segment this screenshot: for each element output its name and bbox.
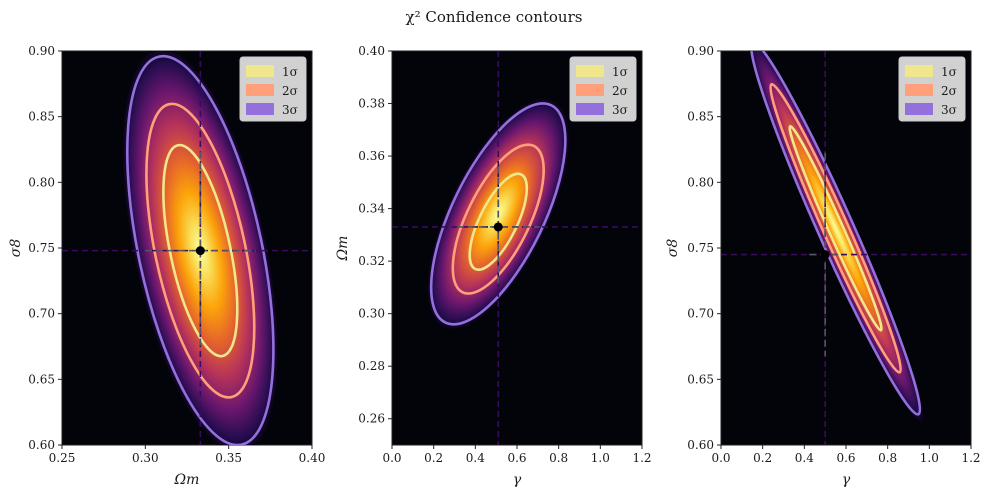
x-tick-label: 0.40 [299,451,326,465]
x-tick-label: 0.6 [507,451,526,465]
y-tick-label: 0.75 [687,241,714,255]
contour-3sigma [429,102,567,326]
legend: 1σ 2σ 3σ [239,56,307,122]
y-tick-label: 0.70 [687,307,714,321]
y-tick-label: 0.30 [358,307,385,321]
legend-swatch [905,103,933,115]
contour-2sigma [451,143,545,295]
x-axis-label: γ [842,472,851,488]
x-axis-label: γ [513,472,522,488]
y-tick-label: 0.60 [687,438,714,452]
best-fit-point [820,250,830,260]
contour-1sigma [162,143,239,358]
legend-swatch [905,84,933,96]
x-axis-label: Ωm [174,472,200,488]
contour-2sigma [769,82,902,374]
y-tick-label: 0.90 [28,44,55,58]
x-tick-label: 0.2 [753,451,772,465]
legend-swatch [246,84,274,96]
panel-gamma-sigma8: 0.0 0.2 0.4 0.6 0.8 1.0 1.2 0.60 0.65 0.70 0.75 0.8… [665,44,981,488]
y-tick-label: 0.70 [28,307,55,321]
y-tick-label: 0.65 [28,372,55,386]
y-tick-label: 0.65 [687,372,714,386]
y-tick-label: 0.34 [358,202,385,216]
y-tick-label: 0.40 [358,44,385,58]
x-tick-label: 0.6 [836,451,855,465]
legend-swatch [246,103,274,115]
legend: 1σ 2σ 3σ [898,56,966,122]
best-fit-point [195,246,205,256]
legend: 1σ 2σ 3σ [569,56,637,122]
legend-swatch [576,103,604,115]
x-tick-label: 0.25 [49,451,76,465]
y-axis-label: Ωm [335,236,351,262]
contour-3sigma [749,51,922,416]
panel-gamma-omega: 0.0 0.2 0.4 0.6 0.8 1.0 1.2 0.26 0.28 0.30 0.32 0.3… [335,44,652,488]
x-tick-label: 0.8 [549,451,568,465]
y-tick-label: 0.60 [28,438,55,452]
legend-swatch [905,65,933,77]
legend-swatch [576,65,604,77]
contour-2sigma [145,102,256,399]
legend-swatch [246,65,274,77]
legend-label: 3σ [282,103,298,117]
x-tick-label: 1.2 [961,451,980,465]
contour-1sigma [468,172,529,271]
x-tick-label: 0.35 [215,451,242,465]
x-tick-label: 0.2 [424,451,443,465]
x-tick-label: 1.0 [920,451,939,465]
legend-label: 2σ [282,84,298,98]
y-tick-label: 0.26 [358,412,385,426]
legend-label: 1σ [941,65,957,79]
legend-label: 2σ [612,84,628,98]
y-tick-label: 0.32 [358,254,385,268]
y-tick-label: 0.36 [358,149,385,163]
x-tick-label: 1.2 [632,451,651,465]
x-tick-label: 0.8 [878,451,897,465]
figure-suptitle: χ² Confidence contours [406,8,583,26]
y-tick-label: 0.85 [28,110,55,124]
x-tick-label: 0.4 [466,451,485,465]
x-tick-label: 0.30 [132,451,159,465]
y-tick-label: 0.80 [687,175,714,189]
x-tick-label: 1.0 [591,451,610,465]
panel-omega-sigma8: 0.25 0.30 0.35 0.40 0.60 0.65 0.70 0.75 0.80 0.85… [8,44,326,488]
y-tick-label: 0.75 [28,241,55,255]
legend-label: 3σ [941,103,957,117]
legend-label: 2σ [941,84,957,98]
legend-label: 1σ [282,65,298,79]
y-tick-label: 0.85 [687,110,714,124]
y-tick-label: 0.90 [687,44,714,58]
contour-3sigma [125,54,275,445]
x-tick-label: 0.4 [795,451,814,465]
y-axis-label: σ8 [8,239,24,258]
x-tick-label: 0.0 [382,451,401,465]
legend-label: 1σ [612,65,628,79]
legend-label: 3σ [612,103,628,117]
y-axis-label: σ8 [665,239,681,258]
x-tick-label: 0.0 [711,451,730,465]
y-tick-label: 0.38 [358,97,385,111]
legend-swatch [576,84,604,96]
best-fit-point [493,222,503,232]
contour-1sigma [788,124,883,332]
y-tick-label: 0.80 [28,175,55,189]
y-tick-label: 0.28 [358,359,385,373]
